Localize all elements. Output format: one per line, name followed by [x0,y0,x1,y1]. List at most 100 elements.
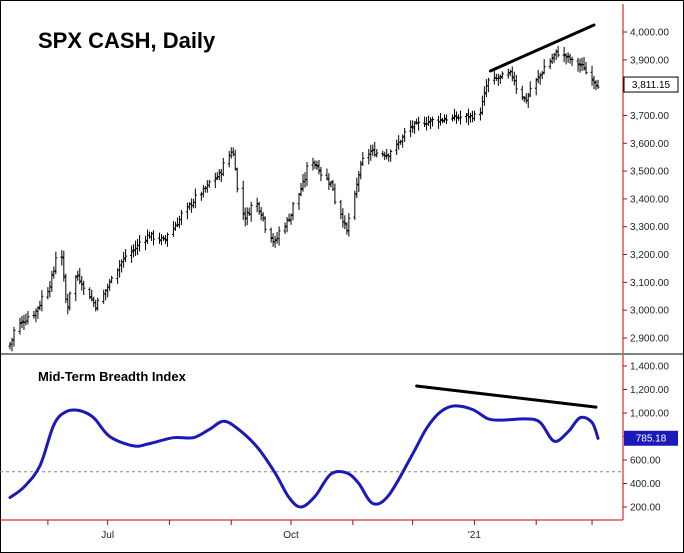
price-bar [514,74,518,94]
price-bar [401,134,405,148]
price-bar [347,213,351,237]
price-bar [429,117,433,130]
price-bar [263,216,267,233]
price-bar [542,59,546,75]
price-bar [175,217,179,228]
time-axis-label: Jul [101,530,114,541]
price-bar [144,235,148,251]
breadth-series-line [8,404,600,509]
price-bar [26,311,30,325]
price-bar [371,144,375,157]
price-bar [213,172,217,189]
price-bar [62,250,66,282]
price-bar [482,86,486,106]
price-bar [249,201,253,222]
price-bar [50,270,54,292]
price-bar [439,113,443,126]
price-bar [353,190,357,221]
time-axis-ticks [47,520,593,525]
price-bar [261,212,265,222]
price-tick-label: 3,000.00 [630,306,669,317]
price-tick-label: 3,200.00 [630,250,669,261]
price-bar [171,221,175,237]
price-bar [496,73,500,87]
price-last-value-label: 3,811.15 [632,80,671,91]
price-bar [355,177,359,199]
time-axis: Jul Oct '21 [0,519,623,541]
price-bar [510,66,514,82]
price-bar [269,227,273,243]
price-bar [375,149,379,158]
price-bar [454,111,458,124]
price-bar [88,287,92,300]
price-bar [82,280,86,295]
price-bar [570,56,574,66]
price-bar [500,71,504,80]
price-bar [411,120,415,133]
price-bar [52,266,56,279]
price-bar [193,188,197,209]
price-axis: 4,000.003,900.003,800.003,700.003,600.00… [623,28,669,345]
price-bar [66,293,70,315]
price-bar [423,116,427,128]
breadth-tick-label: 1,000.00 [630,409,669,420]
breadth-last-value-badge: 785.18 [624,430,678,446]
price-bar [283,222,287,234]
price-bar [132,244,136,258]
price-bar [333,183,337,205]
price-bar [427,115,431,127]
price-bar [357,170,361,193]
price-bar [297,192,301,211]
price-bar [417,116,421,131]
breadth-tick-label: 1,400.00 [630,362,669,373]
price-tick-label: 3,300.00 [630,222,669,233]
price-bar [187,202,191,210]
price-bar [243,207,247,227]
price-bar [343,215,347,230]
price-bar [506,68,510,79]
price-bar [138,234,142,252]
price-bar [582,56,586,71]
price-bar [564,53,568,65]
time-axis-labels: Jul Oct '21 [101,530,481,541]
price-chart-title: SPX CASH, Daily [38,28,216,53]
price-tick-label: 3,600.00 [630,139,669,150]
breadth-trendline [415,384,598,409]
price-bar [526,92,530,108]
price-bar [221,157,225,177]
price-bar [299,183,303,197]
price-bar [520,85,524,101]
price-bar [90,289,94,302]
price-bar [361,151,365,166]
price-tick-label: 3,500.00 [630,167,669,178]
price-bar [540,70,544,80]
breadth-tick-label: 1,200.00 [630,385,669,396]
price-tick-label: 3,100.00 [630,278,669,289]
price-bar [466,108,470,126]
price-bar [315,160,319,170]
breadth-tick-label: 400.00 [630,479,661,490]
price-bar [524,93,528,104]
price-bar [110,275,114,284]
price-bar [36,306,40,319]
price-bar [60,250,64,266]
price-bar [20,316,24,329]
price-tick-label: 4,000.00 [630,28,669,39]
price-bar [441,118,445,124]
price-bar [12,326,16,347]
price-bar [369,144,373,161]
price-bar [389,149,393,162]
price-bar [291,201,295,221]
price-bar [554,49,558,61]
price-bar [68,291,72,311]
price-bar [450,114,454,122]
price-bar [413,121,417,134]
price-bar [173,221,177,231]
price-bar [94,299,98,312]
price-bar [458,110,462,125]
price-bar [592,75,596,90]
price-bar [409,120,413,138]
